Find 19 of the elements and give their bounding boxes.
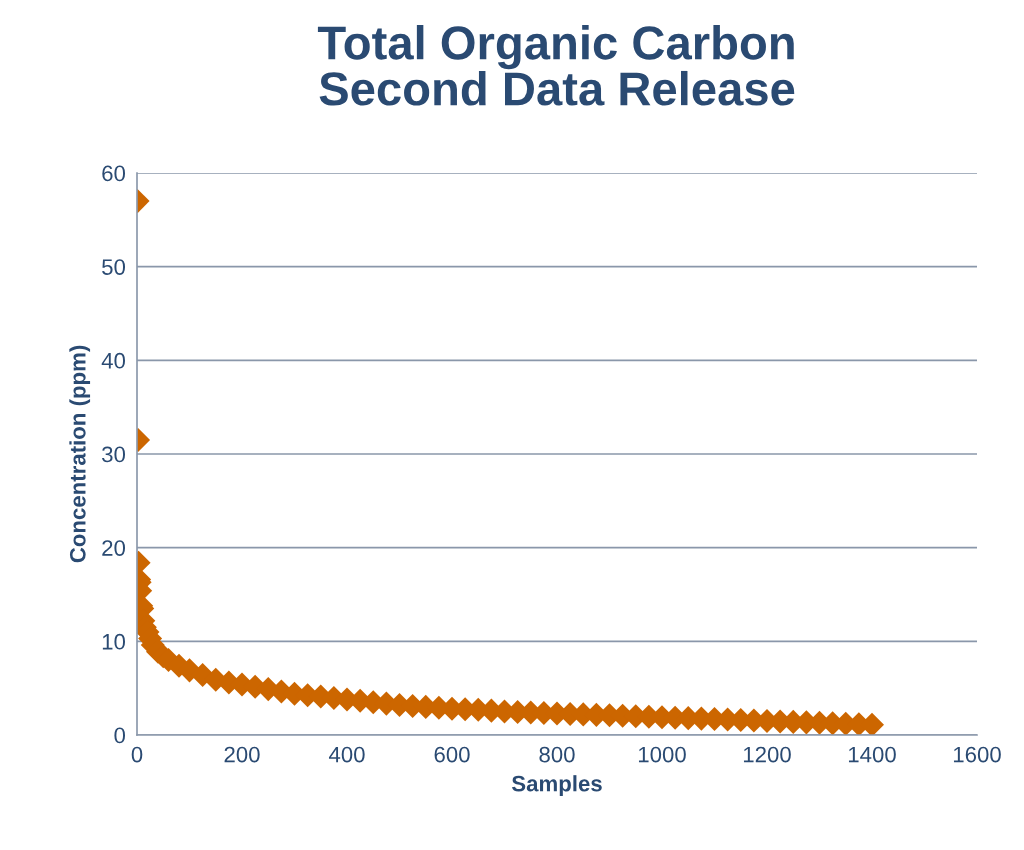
x-tick-label: 1000 [638, 746, 686, 763]
y-tick-label: 60 [102, 165, 126, 182]
chart-title: Total Organic Carbon Second Data Release [317, 25, 795, 106]
x-tick-label: 200 [224, 746, 260, 763]
x-tick-label: 1600 [953, 746, 1001, 763]
y-tick-label: 0 [114, 727, 126, 744]
y-tick-label: 30 [102, 446, 126, 463]
y-tick-label: 50 [102, 259, 126, 275]
x-axis-title: Samples [511, 775, 602, 796]
y-axis-title: Concentration (ppm) [69, 345, 91, 563]
y-tick-label: 20 [102, 540, 126, 556]
x-tick-label: 1200 [743, 746, 791, 763]
x-tick-label: 400 [328, 746, 365, 763]
x-tick-label: 0 [131, 746, 143, 763]
y-tick-label: 40 [101, 352, 126, 369]
y-tick-label: 10 [102, 633, 126, 650]
x-tick-label: 1400 [848, 746, 896, 763]
x-tick-label: 600 [434, 746, 470, 763]
x-tick-label: 800 [539, 746, 575, 763]
